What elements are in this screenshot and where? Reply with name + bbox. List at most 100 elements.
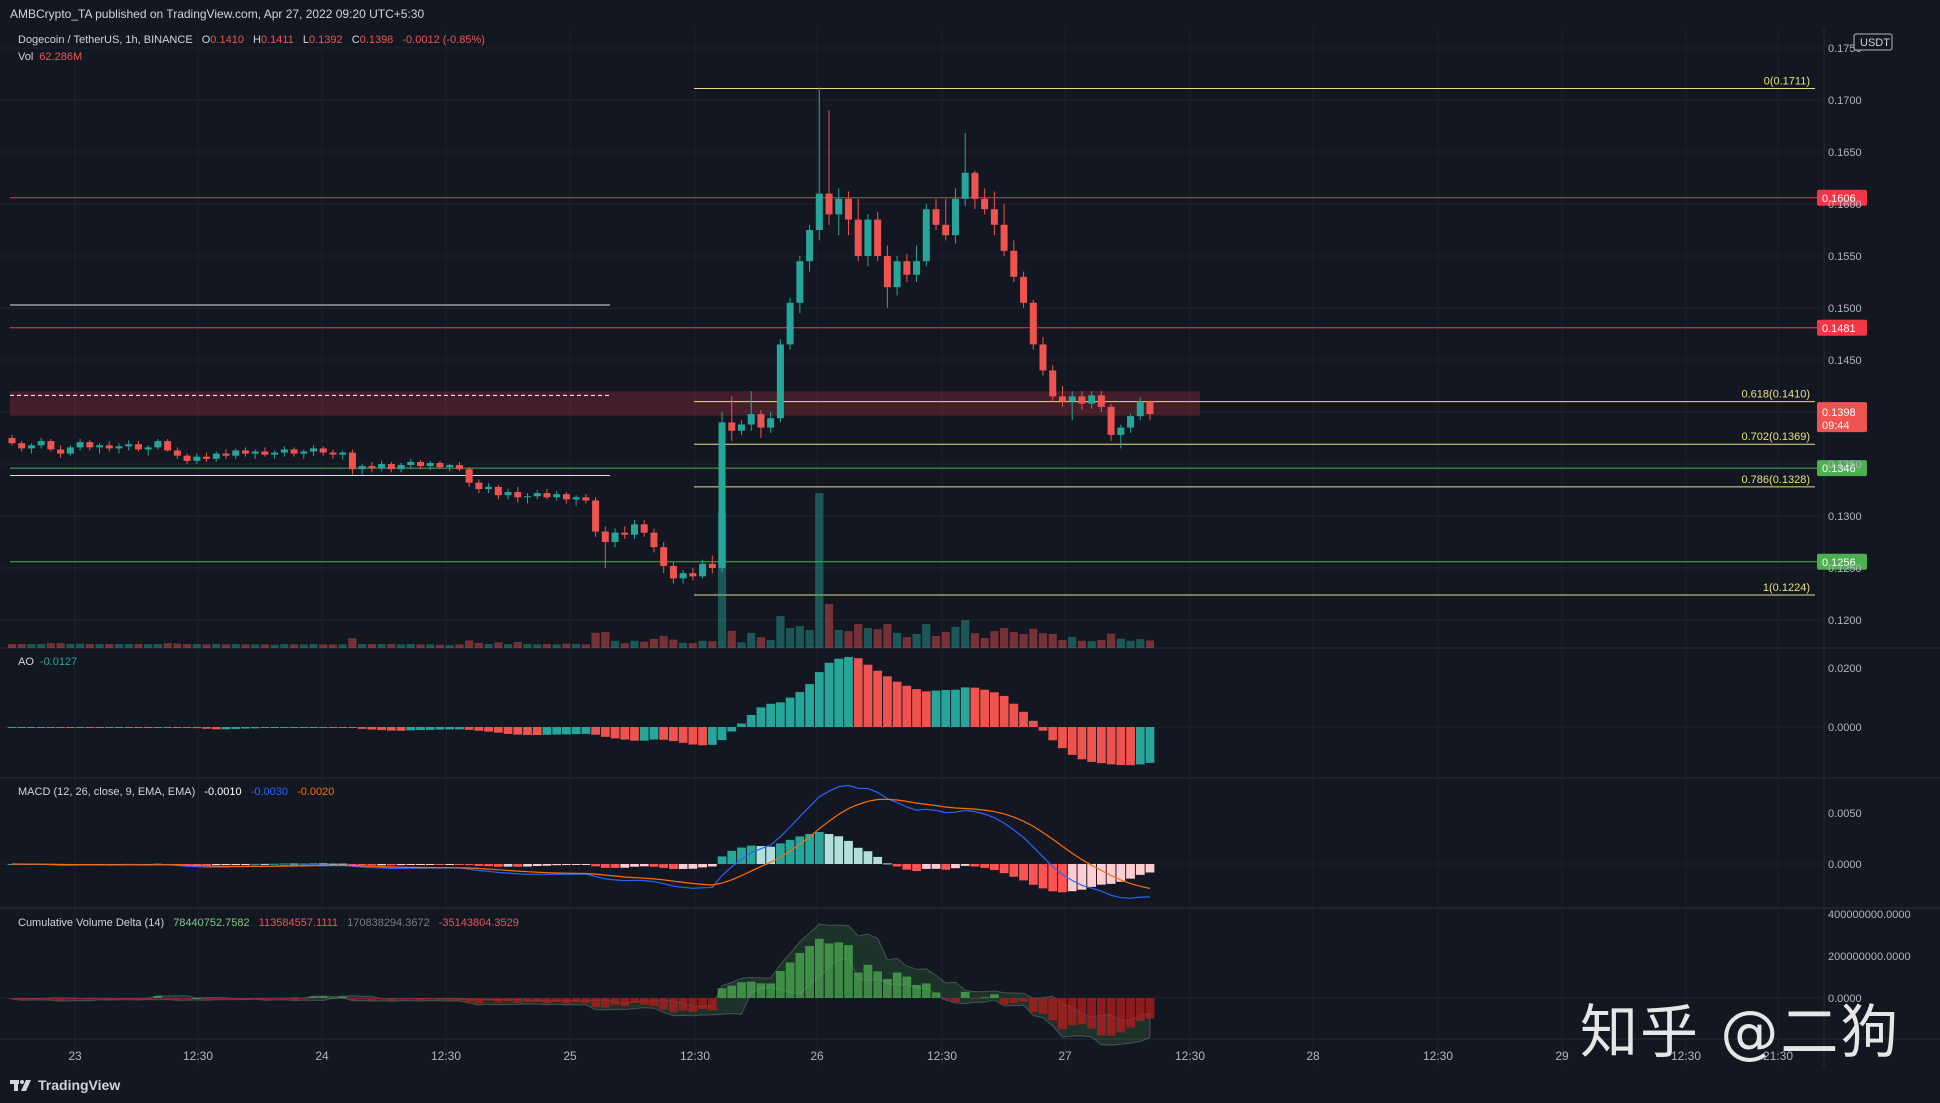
candle <box>844 191 852 236</box>
volume-bar <box>1107 633 1116 648</box>
volume-bar <box>630 640 639 648</box>
volume-bar <box>776 616 785 648</box>
candle-body <box>650 532 658 548</box>
candle-body <box>913 261 921 275</box>
ao-name[interactable]: AO <box>18 656 34 668</box>
volume-bar <box>1000 628 1009 648</box>
candle-body <box>708 563 716 568</box>
cvd-bar <box>649 998 659 1007</box>
volume-bar <box>503 644 513 648</box>
candle <box>718 412 726 573</box>
cvd-bar <box>707 998 717 1011</box>
candle <box>893 256 901 296</box>
candle <box>1127 414 1135 433</box>
cvd-name[interactable]: Cumulative Volume Delta (14) <box>18 917 165 929</box>
volume-bar <box>309 644 318 648</box>
candle <box>339 450 347 460</box>
candle-body <box>854 219 862 256</box>
macd-hist-bar <box>698 864 707 868</box>
candle-body <box>1020 276 1028 303</box>
candle <box>96 443 104 454</box>
macd-hist-bar <box>737 847 746 864</box>
candle-body <box>971 172 979 199</box>
volume-bar <box>435 644 445 648</box>
volume-bar <box>786 628 795 648</box>
candle-body <box>1078 396 1086 404</box>
level-badge-label: 0.1606 <box>1822 193 1856 205</box>
candle-body <box>397 465 405 470</box>
macd-hist-bar <box>630 864 639 867</box>
cvd-bar <box>513 998 523 1004</box>
ao-bar <box>1135 727 1145 765</box>
cvd-bar <box>523 998 532 1002</box>
ao-bar <box>104 727 114 728</box>
candle <box>134 441 142 452</box>
cvd-bar <box>445 998 455 1001</box>
cvd-bar <box>600 998 610 1008</box>
ohlc-low: L0.1392 <box>302 34 343 46</box>
macd-name[interactable]: MACD (12, 26, close, 9, EMA, EMA) <box>18 786 196 798</box>
volume-bar <box>737 642 746 648</box>
candle <box>86 440 94 451</box>
price-tick-label: 0.1450 <box>1828 355 1862 367</box>
candle-body <box>592 500 600 532</box>
ao-bar <box>299 727 309 728</box>
time-tick-label: 28 <box>1306 1049 1320 1063</box>
time-tick-label: 12:30 <box>183 1049 213 1063</box>
cvd-bar <box>844 945 853 998</box>
cvd-bar <box>1038 998 1048 1014</box>
level-badge-label: 0.1256 <box>1822 557 1856 569</box>
candle-body <box>737 424 745 431</box>
cvd-value-1: 78440752.7582 <box>173 917 250 929</box>
cvd-bar <box>289 998 299 1001</box>
macd-hist-bar <box>455 864 464 865</box>
cvd-bar <box>951 998 960 1003</box>
tradingview-logo[interactable]: TradingView <box>10 1077 120 1093</box>
ao-bar <box>581 727 591 734</box>
candle-body <box>1049 370 1057 397</box>
ao-bar <box>892 681 902 727</box>
ao-bar <box>600 727 610 737</box>
ao-bar <box>503 727 513 734</box>
candle-body <box>475 482 483 489</box>
volume-bar <box>426 644 435 648</box>
volume-bar <box>513 642 522 648</box>
candle-body <box>679 573 687 579</box>
ao-bar <box>620 727 630 740</box>
candle-body <box>183 455 191 461</box>
volume-bar <box>854 624 863 648</box>
ao-bar <box>396 727 406 731</box>
macd-hist-bar <box>474 864 484 866</box>
ao-bar <box>523 727 532 735</box>
cvd-bar <box>1077 998 1087 1025</box>
chart-canvas[interactable]: 0.1606 0.1481 0.1346 0.1256 0(0.1711) 0.618(0… <box>0 28 1940 1067</box>
macd-hist-bar <box>620 864 630 868</box>
level-badge-bg <box>1817 319 1867 336</box>
candle <box>47 439 55 452</box>
macd-hist-bar <box>989 864 999 871</box>
macd-hist-bar <box>766 846 776 864</box>
time-tick-label: 12:30 <box>1671 1049 1701 1063</box>
candle-body <box>815 193 823 230</box>
ao-bar <box>65 727 75 728</box>
symbol-name[interactable]: Dogecoin / TetherUS, 1h, BINANCE <box>18 34 193 46</box>
macd-hist-bar <box>309 863 318 865</box>
candle-body <box>76 442 84 448</box>
volume-bar <box>1087 641 1096 648</box>
macd-hist-bar <box>610 864 620 868</box>
candle-body <box>426 462 434 467</box>
ao-bar <box>46 727 56 728</box>
ao-bar <box>630 727 639 741</box>
ao-bar <box>552 727 562 735</box>
candle-body <box>241 450 249 454</box>
price-tick-label: 0.1700 <box>1828 95 1862 107</box>
cvd-bar <box>65 998 75 1000</box>
candle-body <box>922 209 930 262</box>
candle <box>290 447 298 457</box>
cvd-bar <box>104 998 114 1000</box>
volume-bar <box>1116 638 1125 648</box>
cvd-bar <box>260 998 270 1000</box>
cvd-bar <box>980 997 990 999</box>
volume-bar <box>396 644 406 648</box>
